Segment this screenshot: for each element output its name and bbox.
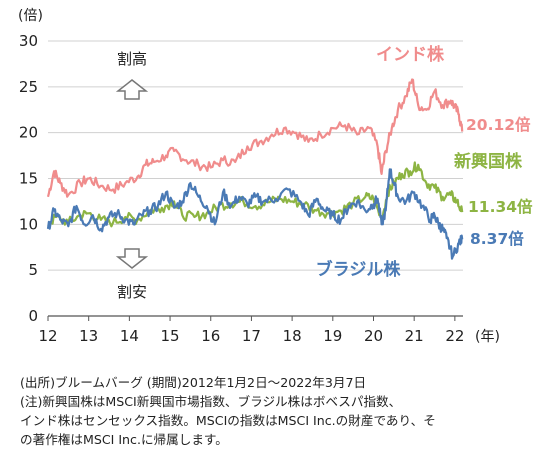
series-line-2: [46, 168, 464, 260]
y-tick-label: 25: [19, 78, 38, 96]
x-tick-label: 16: [201, 327, 220, 345]
series-line-0: [46, 78, 464, 198]
series-end-value-label: 20.12倍: [466, 115, 531, 134]
up-arrow-icon: [115, 79, 149, 100]
expensive-label: 割高: [117, 50, 147, 68]
note-line-2: (注)新興国株はMSCI新興国市場指数、ブラジル株はボベスパ指数、: [20, 394, 402, 409]
y-tick-label: 20: [19, 124, 38, 142]
y-tick-label: 10: [19, 215, 38, 233]
y-tick-label: 0: [28, 307, 38, 325]
note-line-3: インド株はセンセックス指数。MSCIの指数はMSCI Inc.の財産であり、そ: [20, 413, 436, 428]
x-tick-label: 18: [283, 327, 302, 345]
source-note: (出所)ブルームバーグ (期間)2012年1月2日～2022年3月7日: [20, 375, 367, 390]
x-tick-label: 15: [161, 327, 180, 345]
note-line-4: の著作権はMSCI Inc.に帰属します。: [20, 432, 228, 447]
x-tick-label: 21: [405, 327, 424, 345]
x-tick-label: 17: [242, 327, 261, 345]
gridlines: [48, 40, 463, 317]
y-axis-unit-label: (倍): [18, 8, 43, 24]
y-tick-label: 15: [19, 170, 38, 188]
y-tick-label: 5: [28, 261, 38, 279]
series-name-label: ブラジル株: [316, 259, 402, 280]
series-name-label: 新興国株: [454, 151, 523, 172]
cheap-label: 割安: [117, 283, 147, 301]
series-end-value-label: 8.37倍: [470, 229, 524, 248]
x-axis-unit-label: (年): [475, 329, 500, 345]
y-axis-ticks: 0 5 10 15 20 25 30: [19, 32, 38, 325]
series-lines: [46, 78, 464, 260]
x-tick-label: 14: [120, 327, 139, 345]
x-tick-label: 13: [79, 327, 98, 345]
x-tick-label: 20: [364, 327, 383, 345]
down-arrow-icon: [115, 248, 149, 269]
x-tick-label: 12: [38, 327, 57, 345]
footnotes: (出所)ブルームバーグ (期間)2012年1月2日～2022年3月7日 (注)新…: [20, 373, 535, 449]
series-name-label: インド株: [376, 44, 445, 65]
series-end-value-label: 11.34倍: [468, 197, 533, 216]
x-axis-ticks: 12 13 14 15 16 17 18 19 20 21 22: [38, 316, 464, 345]
x-tick-label: 22: [445, 327, 464, 345]
x-tick-label: 19: [323, 327, 342, 345]
chart-area: 0 5 10 15 20 25 30 12 13 14 15 16 17 18 19 20 21 22 (倍) …: [18, 8, 533, 345]
y-tick-label: 30: [19, 32, 38, 50]
